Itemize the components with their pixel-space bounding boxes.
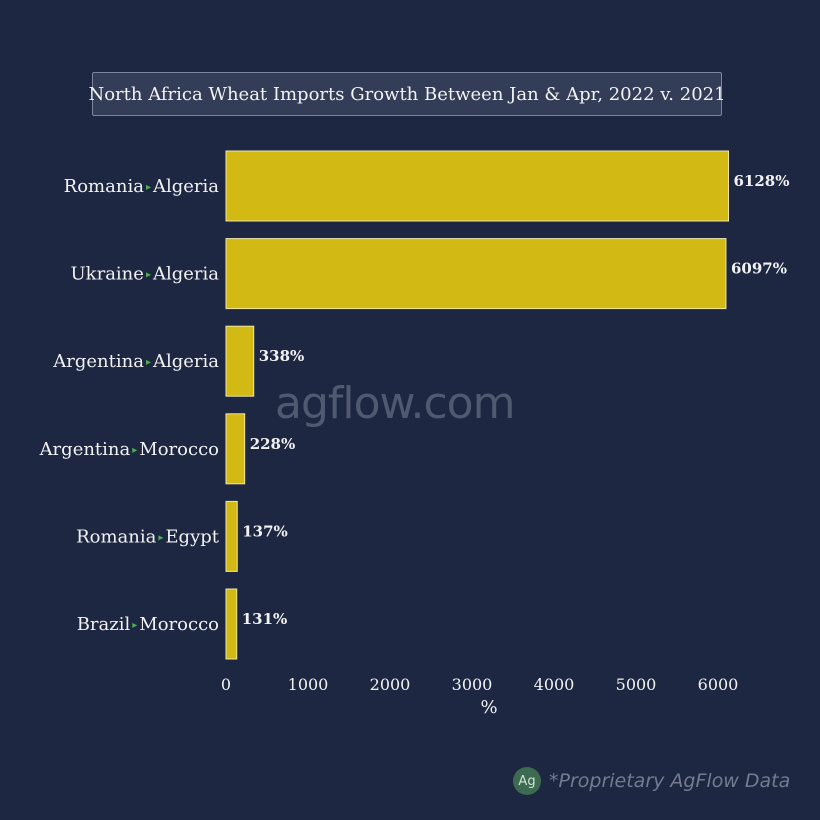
destination-label: Algeria (152, 176, 219, 197)
footer: Ag *Proprietary AgFlow Data (513, 766, 790, 796)
x-axis-title: % (480, 697, 497, 718)
value-label-2: 338% (259, 347, 305, 365)
value-label-4: 137% (242, 522, 288, 540)
route-arrow-icon: ▸ (132, 620, 137, 631)
bar-2 (225, 325, 255, 397)
route-arrow-icon: ▸ (146, 357, 151, 368)
category-label-0: Romania ▸ Algeria (64, 176, 220, 197)
x-tick-label-3: 3000 (452, 675, 493, 694)
destination-label: Morocco (139, 439, 219, 460)
destination-label: Algeria (152, 351, 219, 372)
value-label-3: 228% (250, 435, 296, 453)
bar-4 (225, 500, 238, 572)
x-tick-label-5: 5000 (616, 675, 657, 694)
route-arrow-icon: ▸ (146, 270, 151, 281)
chart-title: North Africa Wheat Imports Growth Betwee… (88, 83, 726, 105)
origin-label: Argentina (52, 351, 144, 372)
x-tick-label-4: 4000 (534, 675, 575, 694)
x-tick-label-6: 6000 (698, 675, 739, 694)
footer-text: *Proprietary AgFlow Data (549, 770, 791, 792)
watermark: agflow.com (275, 378, 515, 429)
agflow-logo-icon: Ag (513, 767, 541, 795)
x-tick-label-2: 2000 (370, 675, 411, 694)
category-label-5: Brazil ▸ Morocco (77, 614, 219, 635)
destination-label: Egypt (165, 526, 219, 547)
origin-label: Romania (64, 176, 145, 197)
value-label-0: 6128% (733, 172, 789, 190)
chart-title-box: North Africa Wheat Imports Growth Betwee… (88, 72, 726, 116)
x-ticks-group: 0 1000 2000 3000 4000 5000 6000 (221, 675, 738, 694)
route-arrow-icon: ▸ (158, 532, 163, 543)
route-arrow-icon: ▸ (132, 445, 137, 456)
bar-0 (225, 150, 729, 222)
bars-group (225, 150, 729, 660)
destination-label: Algeria (152, 264, 219, 285)
origin-label: Romania (76, 526, 157, 547)
origin-label: Brazil (77, 614, 131, 635)
bar-3 (225, 413, 246, 485)
origin-label: Argentina (39, 439, 131, 460)
x-tick-label-1: 1000 (288, 675, 329, 694)
value-labels-group: 6128% 6097% 338% 228% 137% 131% (242, 172, 790, 628)
value-label-5: 131% (242, 610, 288, 628)
category-label-3: Argentina ▸ Morocco (39, 439, 219, 460)
category-label-2: Argentina ▸ Algeria (52, 351, 219, 372)
destination-label: Morocco (139, 614, 219, 635)
route-arrow-icon: ▸ (146, 182, 151, 193)
bar-5 (225, 588, 238, 660)
category-label-4: Romania ▸ Egypt (76, 526, 220, 547)
bar-1 (225, 238, 727, 310)
category-label-1: Ukraine ▸ Algeria (71, 264, 220, 285)
x-tick-label-0: 0 (221, 675, 231, 694)
value-label-1: 6097% (731, 260, 787, 278)
origin-label: Ukraine (71, 264, 144, 285)
